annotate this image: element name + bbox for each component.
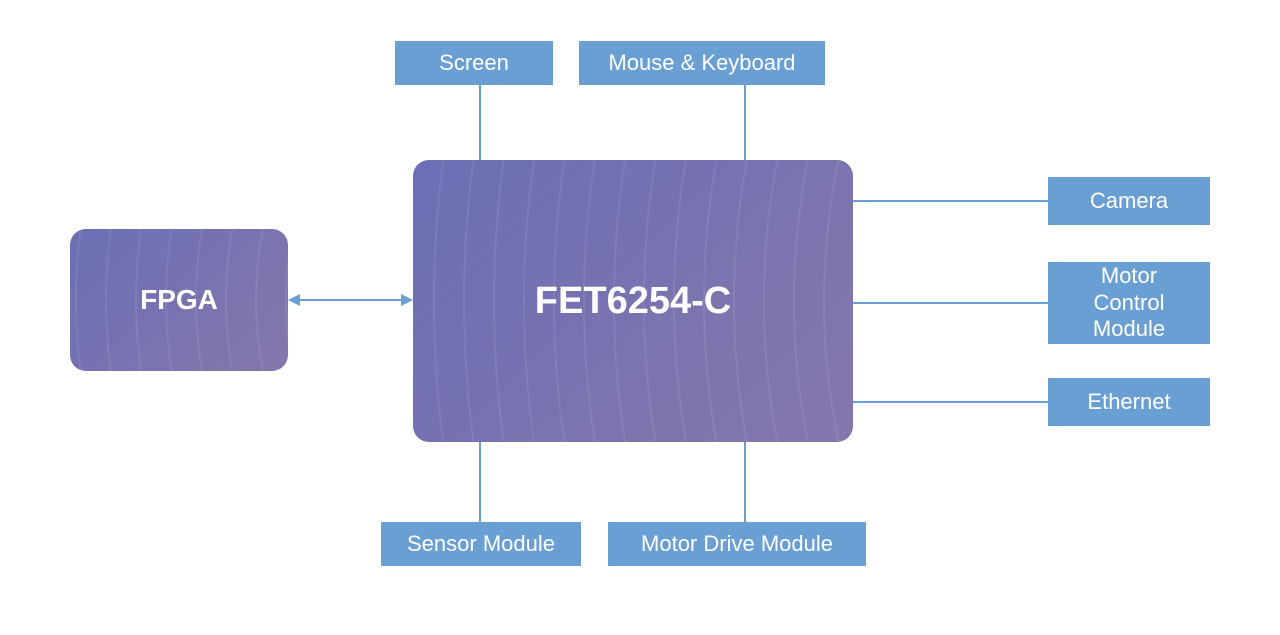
- sensor-label: Sensor Module: [407, 531, 555, 557]
- connector-screen: [479, 85, 481, 160]
- camera-label: Camera: [1090, 188, 1168, 214]
- central-label: FET6254-C: [535, 280, 731, 323]
- motor-drive-label: Motor Drive Module: [641, 531, 833, 557]
- motor-drive-box: Motor Drive Module: [608, 522, 866, 566]
- screen-box: Screen: [395, 41, 553, 85]
- sensor-box: Sensor Module: [381, 522, 581, 566]
- ethernet-box: Ethernet: [1048, 378, 1210, 426]
- connector-sensor: [479, 442, 481, 522]
- camera-box: Camera: [1048, 177, 1210, 225]
- connector-mouse-keyboard: [744, 85, 746, 160]
- central-box: FET6254-C: [413, 160, 853, 442]
- mouse-keyboard-box: Mouse & Keyboard: [579, 41, 825, 85]
- connector-ethernet: [853, 401, 1048, 403]
- connector-camera: [853, 200, 1048, 202]
- connector-motor-drive: [744, 442, 746, 522]
- motor-control-box: Motor Control Module: [1048, 262, 1210, 344]
- connector-motor-control: [853, 302, 1048, 304]
- mouse-keyboard-label: Mouse & Keyboard: [608, 50, 795, 76]
- motor-control-label: Motor Control Module: [1064, 263, 1194, 342]
- fpga-label: FPGA: [140, 284, 218, 316]
- diagram-container: FPGA FET6254-C Screen Mouse & Keyboard S…: [0, 0, 1280, 635]
- connector-fpga-bidirectional: [288, 288, 413, 312]
- ethernet-label: Ethernet: [1087, 389, 1170, 415]
- fpga-box: FPGA: [70, 229, 288, 371]
- screen-label: Screen: [439, 50, 509, 76]
